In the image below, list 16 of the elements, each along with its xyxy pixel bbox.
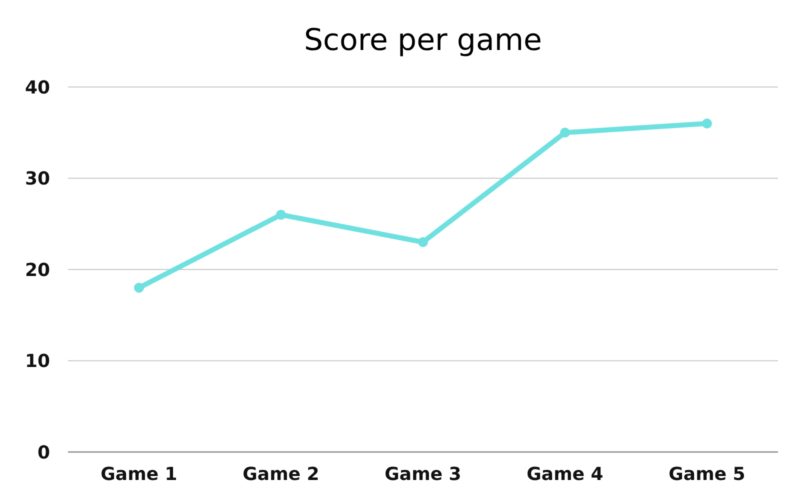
y-tick-label: 10 — [24, 351, 50, 372]
x-tick-label: Game 4 — [526, 464, 604, 485]
point — [276, 210, 286, 220]
point — [560, 128, 570, 138]
y-tick-label: 40 — [24, 77, 50, 98]
point — [702, 118, 712, 128]
x-tick-label: Game 5 — [668, 464, 746, 485]
y-tick-label: 20 — [24, 260, 50, 281]
point — [134, 282, 144, 293]
y-tick-label: 0 — [37, 442, 50, 464]
x-tick-label: Game 3 — [384, 464, 462, 485]
point — [418, 237, 428, 248]
chart-title: Score per game — [304, 23, 542, 58]
x-tick-label: Game 2 — [242, 464, 320, 485]
x-tick-label: Game 1 — [100, 464, 178, 485]
y-tick-label: 30 — [24, 168, 50, 190]
